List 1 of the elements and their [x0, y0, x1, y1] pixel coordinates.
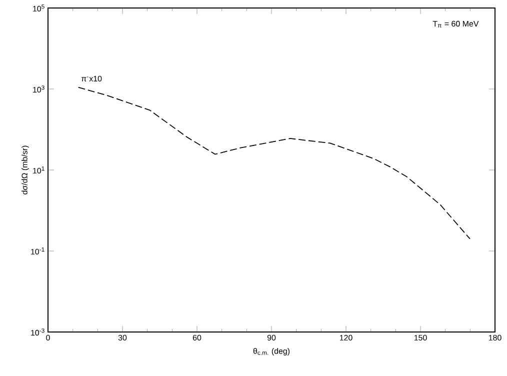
line-series [78, 86, 470, 240]
